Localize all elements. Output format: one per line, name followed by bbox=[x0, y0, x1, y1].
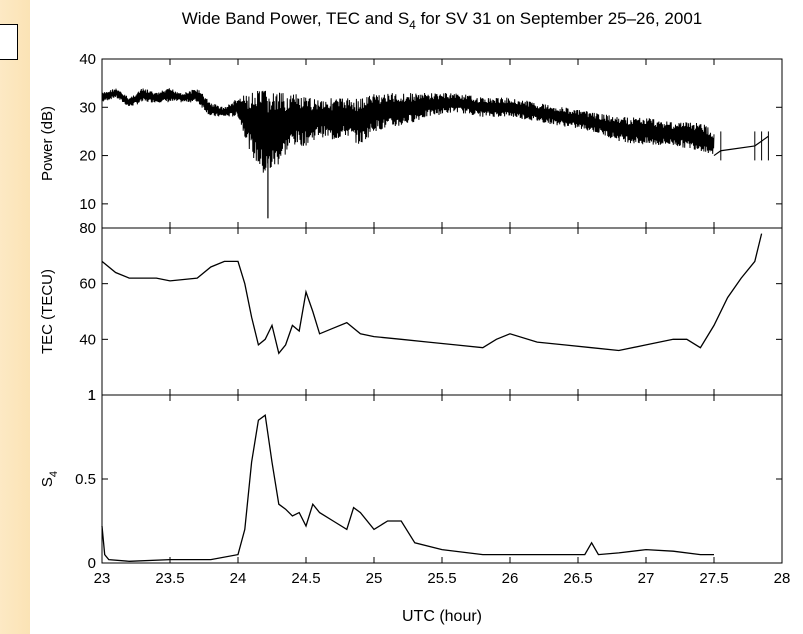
power-series-line bbox=[101, 88, 715, 173]
x-tick-label: 28 bbox=[774, 570, 791, 587]
tec-y-tick-label: 40 bbox=[79, 331, 96, 348]
power-y-tick-label: 20 bbox=[79, 148, 96, 165]
s4-y-tick-label: 1 bbox=[88, 387, 96, 404]
power-y-tick-label: 40 bbox=[79, 51, 96, 68]
x-tick-label: 26 bbox=[502, 570, 519, 587]
power-tail-line bbox=[713, 135, 769, 157]
x-tick-label: 26.5 bbox=[563, 570, 592, 587]
x-tick-label: 23.5 bbox=[155, 570, 184, 587]
s4-y-axis-label-subscript: 4 bbox=[48, 471, 60, 477]
side-strip bbox=[0, 0, 30, 634]
tec-y-tick-label: 80 bbox=[79, 220, 96, 237]
corner-frame bbox=[0, 24, 18, 60]
power-y-tick-label: 10 bbox=[79, 196, 96, 213]
tec-series-line bbox=[101, 233, 763, 355]
tec-y-tick-label: 60 bbox=[79, 276, 96, 293]
x-tick-label: 23 bbox=[94, 570, 111, 587]
x-axis-label: UTC (hour) bbox=[402, 608, 482, 625]
x-tick-label: 24.5 bbox=[291, 570, 320, 587]
tec-bottom-tick-label: 1 bbox=[88, 387, 96, 404]
x-tick-label: 25.5 bbox=[427, 570, 456, 587]
s4-series-line bbox=[101, 414, 714, 562]
x-tick-label: 27 bbox=[638, 570, 655, 587]
x-tick-label: 27.5 bbox=[699, 570, 728, 587]
power-y-axis-label: Power (dB) bbox=[39, 106, 56, 181]
s4-y-tick-label: 0 bbox=[88, 555, 96, 572]
tec-frame bbox=[101, 227, 783, 396]
tec-y-axis-label: TEC (TECU) bbox=[39, 269, 56, 354]
chart-title: Wide Band Power, TEC and S4 for SV 31 on… bbox=[182, 9, 702, 32]
x-tick-label: 24 bbox=[230, 570, 247, 587]
x-tick-label: 25 bbox=[366, 570, 383, 587]
s4-y-axis-label: S4 bbox=[39, 471, 60, 487]
s4-frame bbox=[101, 394, 783, 564]
power-y-tick-label: 30 bbox=[79, 99, 96, 116]
s4-y-tick-label: 0.5 bbox=[75, 471, 96, 488]
